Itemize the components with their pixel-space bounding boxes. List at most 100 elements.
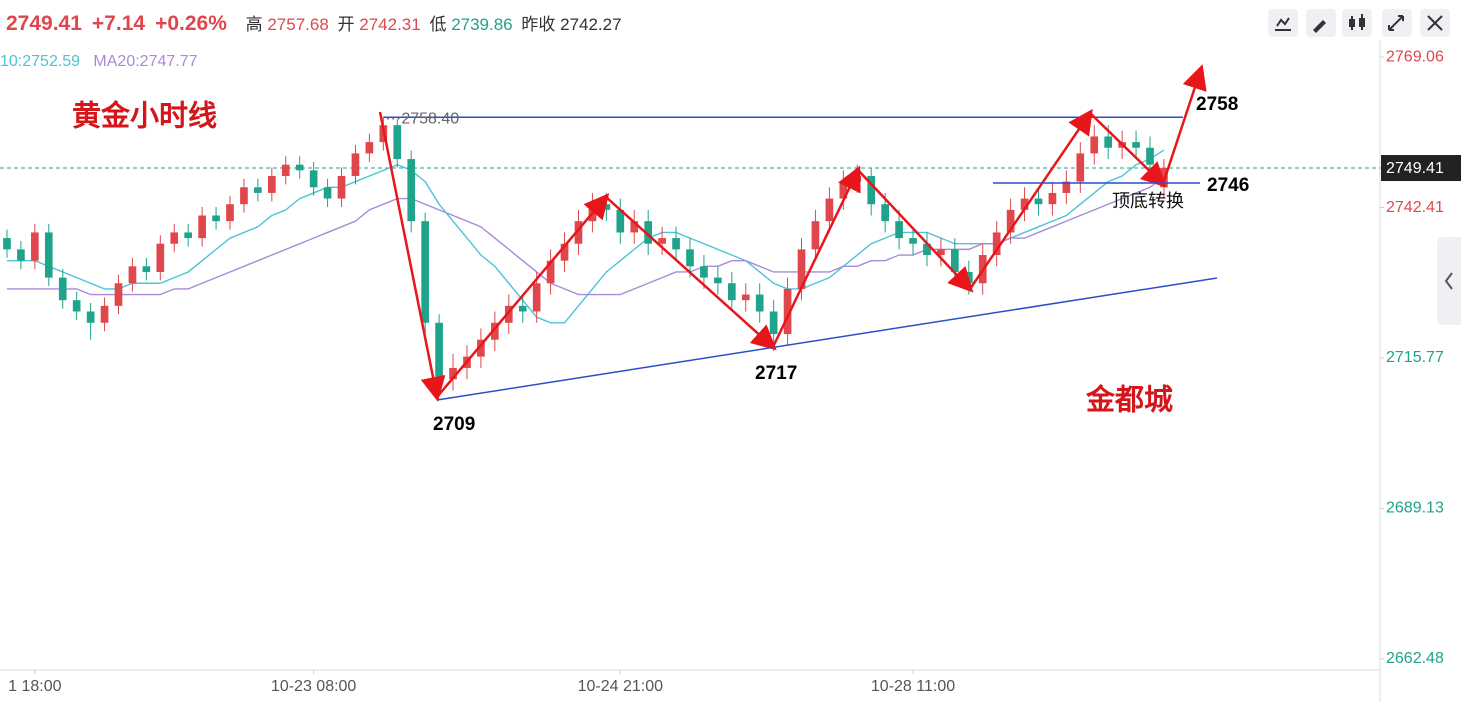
x-tick-label: 10-28 11:00 [871,678,955,695]
current-price-label: 2749.41 [1386,160,1444,177]
y-tick-label: 2689.13 [1386,500,1444,517]
x-tick-label: 1 18:00 [8,678,61,695]
ma-legend: 10:2752.59 MA20:2747.77 [0,53,198,71]
candle-body [100,305,109,323]
candle-body [407,159,416,222]
y-tick-label: 2715.77 [1386,349,1444,366]
label: 低 [429,15,447,34]
candle-body [951,249,959,272]
candle-body [198,215,206,239]
label: 高 [245,15,263,34]
candle-body [714,277,722,284]
pct-change: +0.26% [155,12,227,35]
last-price: 2749.41 [6,12,82,35]
candle-body [769,311,778,335]
tool-button[interactable] [1342,9,1372,37]
label: 昨收 [521,15,556,34]
annotation-turn: 顶底转换 [1112,191,1184,211]
candle-body [616,209,625,233]
candle-body [267,175,276,193]
candle-body [114,283,123,306]
candle-body [281,164,290,176]
candle-body [881,204,889,222]
candle-body [1132,142,1140,148]
candle-body [1020,198,1029,210]
candle-body [477,339,485,357]
level-line-label: ⋯2758.40 [385,110,459,127]
x-tick-label: 10-24 21:00 [578,678,664,695]
candle-body [1062,181,1071,193]
candle-body [323,187,332,199]
label: 开 [337,15,355,34]
candle-body [546,260,555,284]
candle-body [672,238,680,250]
candle-body [351,153,360,176]
candle-body [58,277,67,301]
candle-body [1006,209,1015,233]
candle-body [1076,153,1085,182]
candle-body [560,243,569,261]
candle-body [1104,136,1113,148]
candle-body [240,187,248,205]
high: 2757.68 [267,15,329,34]
open: 2742.31 [359,15,421,34]
y-tick-label: 2742.41 [1386,199,1444,216]
candle-body [295,164,304,171]
candle-body [309,170,318,188]
candle-body [184,232,193,239]
candle-body [365,142,374,154]
y-tick-label: 2662.48 [1386,650,1444,667]
trend-line [436,277,1218,401]
ma-line [6,176,1165,296]
y-tick-label: 2769.06 [1386,48,1444,65]
candle-body [44,232,53,278]
quote-header: 2749.41 +7.14 +0.26% 高 2757.68 开 2742.31 低… [6,10,622,36]
prev-close: 2742.27 [560,15,622,34]
candle-body [17,249,25,261]
ma-line [6,149,1165,324]
candle-body [602,204,611,210]
candle-body [825,198,834,222]
candle-body [337,175,346,199]
candle-body [504,305,513,323]
candle-body [630,221,639,233]
candle-body [72,300,81,312]
candle-body [797,249,806,289]
level-label: 2746 [1207,175,1249,196]
candle-body [226,204,234,222]
candle-body [937,249,945,256]
candle-body [895,221,903,239]
candle-body [992,232,1001,256]
annotation-title: 黄金小时线 [72,99,217,133]
candle-body [449,367,457,380]
level-label: 2717 [755,363,797,384]
candle-body [393,125,402,160]
candle-body [741,294,750,301]
zigzag-arrows [378,64,1207,402]
level-label: 2709 [433,414,475,435]
candle-body [727,283,736,301]
current-price-box [1381,155,1461,182]
candle-body [491,322,499,340]
candle-body [909,238,917,244]
candle-body [574,221,583,244]
x-tick-label: 10-23 08:00 [271,678,357,695]
candle-body [142,266,151,272]
candle-body [783,288,792,335]
candle-body [421,221,429,323]
candle-body [700,266,708,278]
candle-body [923,243,931,256]
ma10-label: 10:2752.59 [0,53,81,70]
candle-body [518,305,527,312]
annotation-brand: 金都城 [1085,383,1173,417]
low: 2739.86 [451,15,513,34]
candle-body [3,238,11,250]
candle-body [254,187,262,193]
candle-body [811,221,820,250]
level-label: 2758 [1196,94,1238,115]
candle-body [212,215,220,222]
candle-body [964,271,973,284]
candle-body [1048,192,1057,205]
side-tab[interactable] [1437,237,1461,325]
